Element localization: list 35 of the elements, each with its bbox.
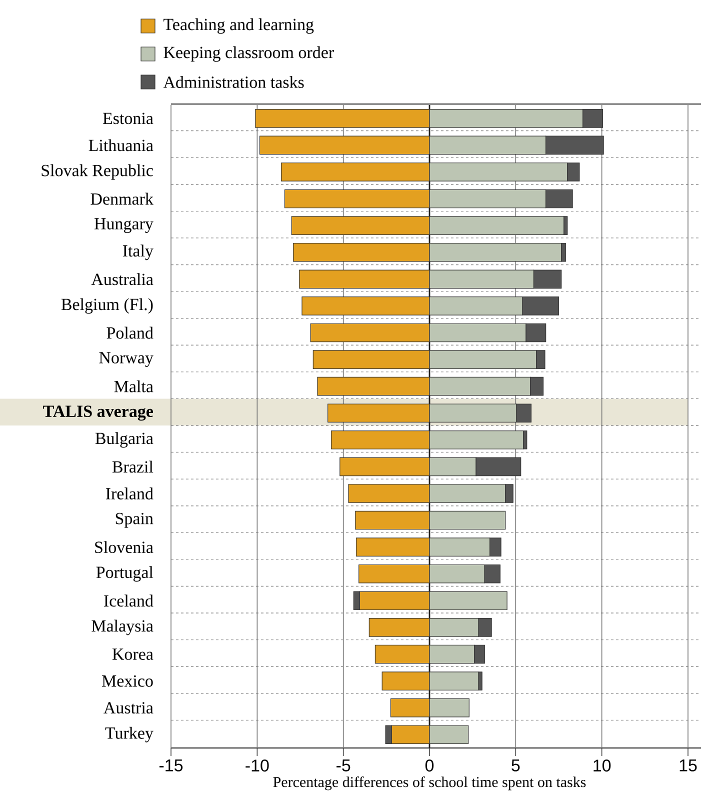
x-tick-label: -15 bbox=[160, 760, 183, 772]
y-tick-label: Hungary bbox=[94, 218, 154, 233]
y-tick-label: Norway bbox=[99, 352, 154, 367]
y-tick-label: Portugal bbox=[96, 566, 154, 582]
legend-label: Teaching and learning bbox=[164, 18, 314, 34]
legend-label: Keeping classroom order bbox=[164, 46, 334, 62]
y-tick-label: Brazil bbox=[112, 460, 154, 473]
y-tick-label: Lithuania bbox=[89, 139, 154, 152]
y-tick-label: Slovenia bbox=[95, 541, 154, 554]
x-tick-label: -5 bbox=[336, 760, 350, 772]
y-tick-label: Korea bbox=[112, 648, 154, 660]
y-tick-label: Iceland bbox=[104, 594, 154, 607]
y-tick-label: Australia bbox=[92, 273, 154, 286]
x-tick-label: 0 bbox=[426, 760, 434, 772]
y-tick-label: Spain bbox=[116, 512, 154, 528]
x-axis-title: Percentage differences of school time spent on tasks bbox=[273, 776, 586, 790]
y-tick-label: Italy bbox=[123, 244, 154, 260]
x-tick-label: 15 bbox=[680, 760, 697, 772]
y-tick-label: Malta bbox=[114, 380, 154, 392]
y-tick-label: Austria bbox=[104, 702, 154, 714]
legend-label: Administration tasks bbox=[164, 76, 304, 88]
y-tick-label: Ireland bbox=[106, 488, 154, 500]
y-tick-label: Mexico bbox=[102, 675, 154, 687]
x-tick-label: 10 bbox=[594, 760, 611, 772]
x-tick-label: -10 bbox=[246, 760, 269, 772]
y-tick-label: Estonia bbox=[103, 112, 154, 124]
y-tick-label: Slovak Republic bbox=[42, 164, 154, 180]
y-tick-label: Malaysia bbox=[92, 620, 154, 636]
y-tick-label: TALIS average bbox=[43, 406, 154, 421]
y-tick-label: Bulgaria bbox=[96, 432, 154, 448]
y-tick-label: Poland bbox=[106, 326, 154, 339]
y-tick-label: Turkey bbox=[105, 726, 154, 742]
x-tick-label: 5 bbox=[512, 760, 520, 772]
y-tick-label: Belgium (Fl.) bbox=[62, 298, 153, 314]
y-tick-label: Denmark bbox=[90, 192, 154, 205]
